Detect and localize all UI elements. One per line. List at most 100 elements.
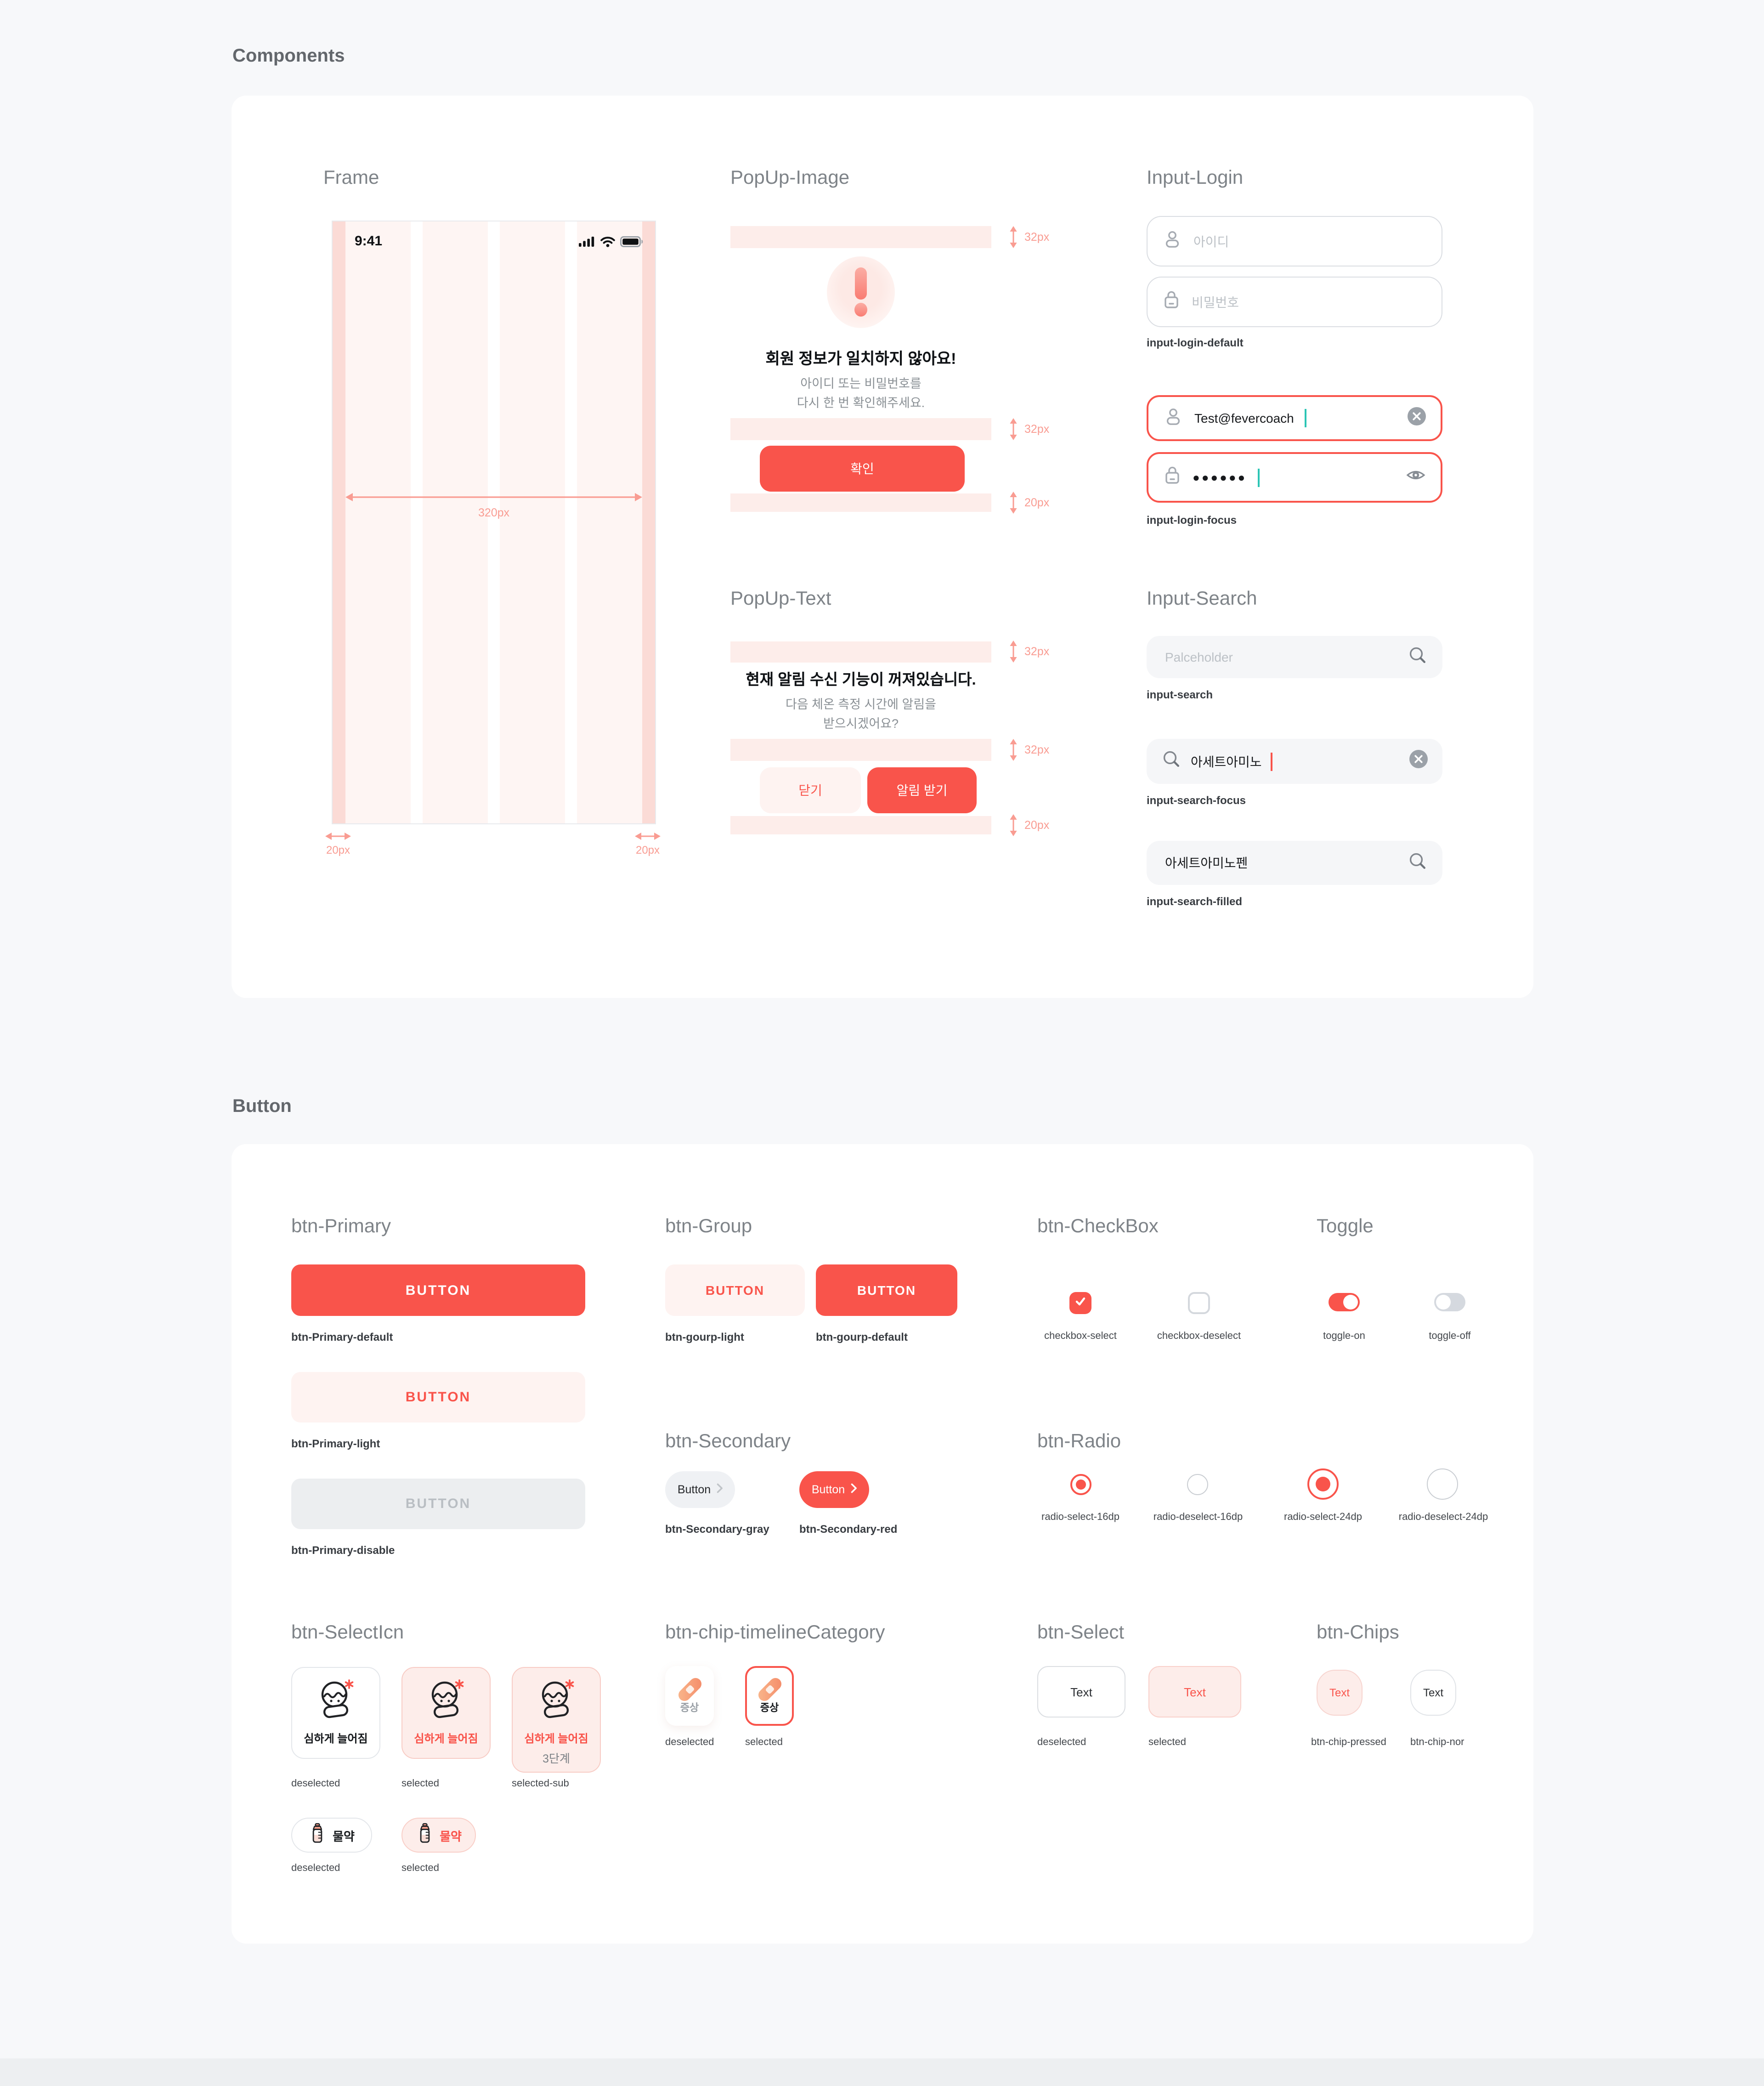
eye-icon[interactable] (1406, 468, 1426, 487)
timeline-chip-deselected[interactable]: 증상 (665, 1666, 714, 1726)
horizontal-arrow-icon (345, 493, 642, 501)
spacing-label: 32px (1024, 231, 1050, 244)
bottle-icon (416, 1822, 433, 1848)
primary-disable-button[interactable]: BUTTON (291, 1479, 585, 1529)
selecticn-chip-selected[interactable]: 물약 (401, 1818, 476, 1853)
timeline-chip-text: 증상 (760, 1702, 779, 1713)
btn-chip-timeline-section-title: btn-chip-timelineCategory (665, 1622, 885, 1643)
toggle-on[interactable] (1329, 1293, 1360, 1311)
selecticn-card-selected[interactable]: 심하게 늘어짐 (401, 1667, 491, 1759)
popup-text-alert-title: 현재 알림 수신 기능이 꺼져있습니다. (746, 672, 976, 688)
clear-icon[interactable] (1408, 407, 1426, 430)
components-heading: Components (232, 46, 345, 66)
close-button[interactable]: 닫기 (760, 767, 861, 813)
login-pw-input[interactable]: 비밀번호 (1147, 277, 1442, 327)
search-placeholder: Palceholder (1165, 650, 1233, 664)
spacing-band (730, 493, 991, 512)
chip-nor-label: btn-chip-nor (1410, 1737, 1464, 1748)
select-selected[interactable]: Text (1148, 1666, 1241, 1718)
btn-select-section-title: btn-Select (1037, 1622, 1125, 1643)
primary-default-button[interactable]: BUTTON (291, 1264, 585, 1316)
wifi-icon (600, 235, 616, 252)
spacing-band (730, 418, 991, 440)
login-id-input-focus[interactable]: Test@fevercoach (1147, 395, 1442, 441)
chevron-right-icon (850, 1483, 857, 1496)
selecticn-card-selected-sub[interactable]: 심하게 늘어짐 3단계 (512, 1667, 601, 1773)
btn-group-section-title: btn-Group (665, 1216, 752, 1237)
timeline-chip-selected[interactable]: 증상 (745, 1666, 794, 1726)
spacing-band (730, 739, 991, 761)
limp-baby-icon (424, 1676, 468, 1725)
search-icon (1408, 850, 1428, 875)
group-default-button[interactable]: BUTTON (816, 1264, 957, 1316)
horizontal-arrow-icon (635, 833, 661, 840)
search-input-focus[interactable]: 아세트아미노 (1147, 739, 1442, 784)
selecticn-card-subtext: 3단계 (543, 1752, 570, 1765)
login-pw-input-focus[interactable]: ●●●●●● (1147, 452, 1442, 503)
selecticn-chip-text: 물약 (440, 1829, 462, 1843)
selecticn-selected-label: selected (401, 1778, 439, 1789)
radio-deselect-24dp[interactable] (1427, 1468, 1458, 1500)
selecticn-card-deselected[interactable]: 심하게 늘어짐 (291, 1667, 380, 1759)
radio-deselect-16dp[interactable] (1187, 1474, 1208, 1495)
secondary-gray-button[interactable]: Button (665, 1471, 735, 1508)
login-id-value: Test@fevercoach (1194, 411, 1294, 425)
selecticn-card-text: 심하게 늘어짐 (524, 1732, 588, 1745)
secondary-red-button[interactable]: Button (799, 1471, 869, 1508)
login-id-input[interactable]: 아이디 (1147, 216, 1442, 266)
width-annotation-label: 320px (478, 506, 510, 519)
spacing-band (730, 226, 991, 248)
button-heading: Button (232, 1096, 292, 1117)
alert-body-line: 다음 체온 측정 시간에 알림을 (785, 697, 937, 711)
components-card: Frame 9:41 320px (232, 96, 1533, 998)
radio-select-16dp[interactable] (1070, 1474, 1091, 1495)
btn-checkbox-section-title: btn-CheckBox (1037, 1216, 1159, 1237)
checkbox-selected[interactable] (1069, 1292, 1091, 1314)
secondary-button-label: Button (677, 1483, 711, 1496)
confirm-button[interactable]: 확인 (760, 446, 965, 492)
spacing-annotation: 32px (1009, 641, 1049, 663)
vertical-arrow-icon (1010, 814, 1017, 836)
radio-select-24dp[interactable] (1307, 1468, 1339, 1500)
popup-image-alert-title: 회원 정보가 일치하지 않아요! (765, 350, 956, 368)
frame-column (345, 221, 411, 823)
selecticn-chip-deselected[interactable]: 물약 (291, 1818, 372, 1853)
btn-secondary-section-title: btn-Secondary (665, 1431, 791, 1452)
secondary-button-label: Button (811, 1483, 845, 1496)
selecticn-chip-text: 물약 (333, 1829, 355, 1843)
clear-icon[interactable] (1409, 750, 1428, 773)
selecticn-chip-selected-label: selected (401, 1863, 439, 1874)
select-deselected[interactable]: Text (1037, 1666, 1125, 1718)
search-input-filled[interactable]: 아세트아미노펜 (1147, 841, 1442, 885)
checkbox-deselected[interactable] (1188, 1292, 1210, 1314)
vertical-arrow-icon (1010, 739, 1017, 761)
horizontal-arrow-icon (325, 833, 351, 840)
toggle-off[interactable] (1434, 1293, 1465, 1311)
check-icon (1074, 1294, 1087, 1312)
frame-column (577, 221, 642, 823)
text-caret (1305, 409, 1307, 427)
frame-right-margin (642, 221, 655, 823)
checkbox-deselect-label: checkbox-deselect (1157, 1331, 1241, 1342)
spacing-annotation: 32px (1009, 418, 1049, 440)
spacing-band (730, 641, 991, 663)
text-caret (1271, 752, 1273, 771)
frame-gutter (411, 221, 423, 823)
btn-chips-section-title: btn-Chips (1317, 1622, 1399, 1643)
toggle-knob (1436, 1295, 1451, 1309)
group-light-button[interactable]: BUTTON (665, 1264, 805, 1316)
chip-pressed[interactable]: Text (1317, 1670, 1363, 1716)
spacing-label: 32px (1024, 423, 1050, 436)
toggle-off-label: toggle-off (1429, 1331, 1471, 1342)
search-input[interactable]: Palceholder (1147, 636, 1442, 678)
chip-normal[interactable]: Text (1410, 1670, 1456, 1716)
frame-left-margin (333, 221, 345, 823)
timeline-chip-text: 증상 (680, 1702, 699, 1713)
input-login-default-label: input-login-default (1147, 336, 1244, 349)
spacing-label: 32px (1024, 645, 1050, 658)
accept-notification-button[interactable]: 알림 받기 (867, 767, 977, 813)
popup-image-section-title: PopUp-Image (730, 167, 850, 188)
primary-light-button[interactable]: BUTTON (291, 1372, 585, 1423)
popup-text-section-title: PopUp-Text (730, 588, 831, 609)
